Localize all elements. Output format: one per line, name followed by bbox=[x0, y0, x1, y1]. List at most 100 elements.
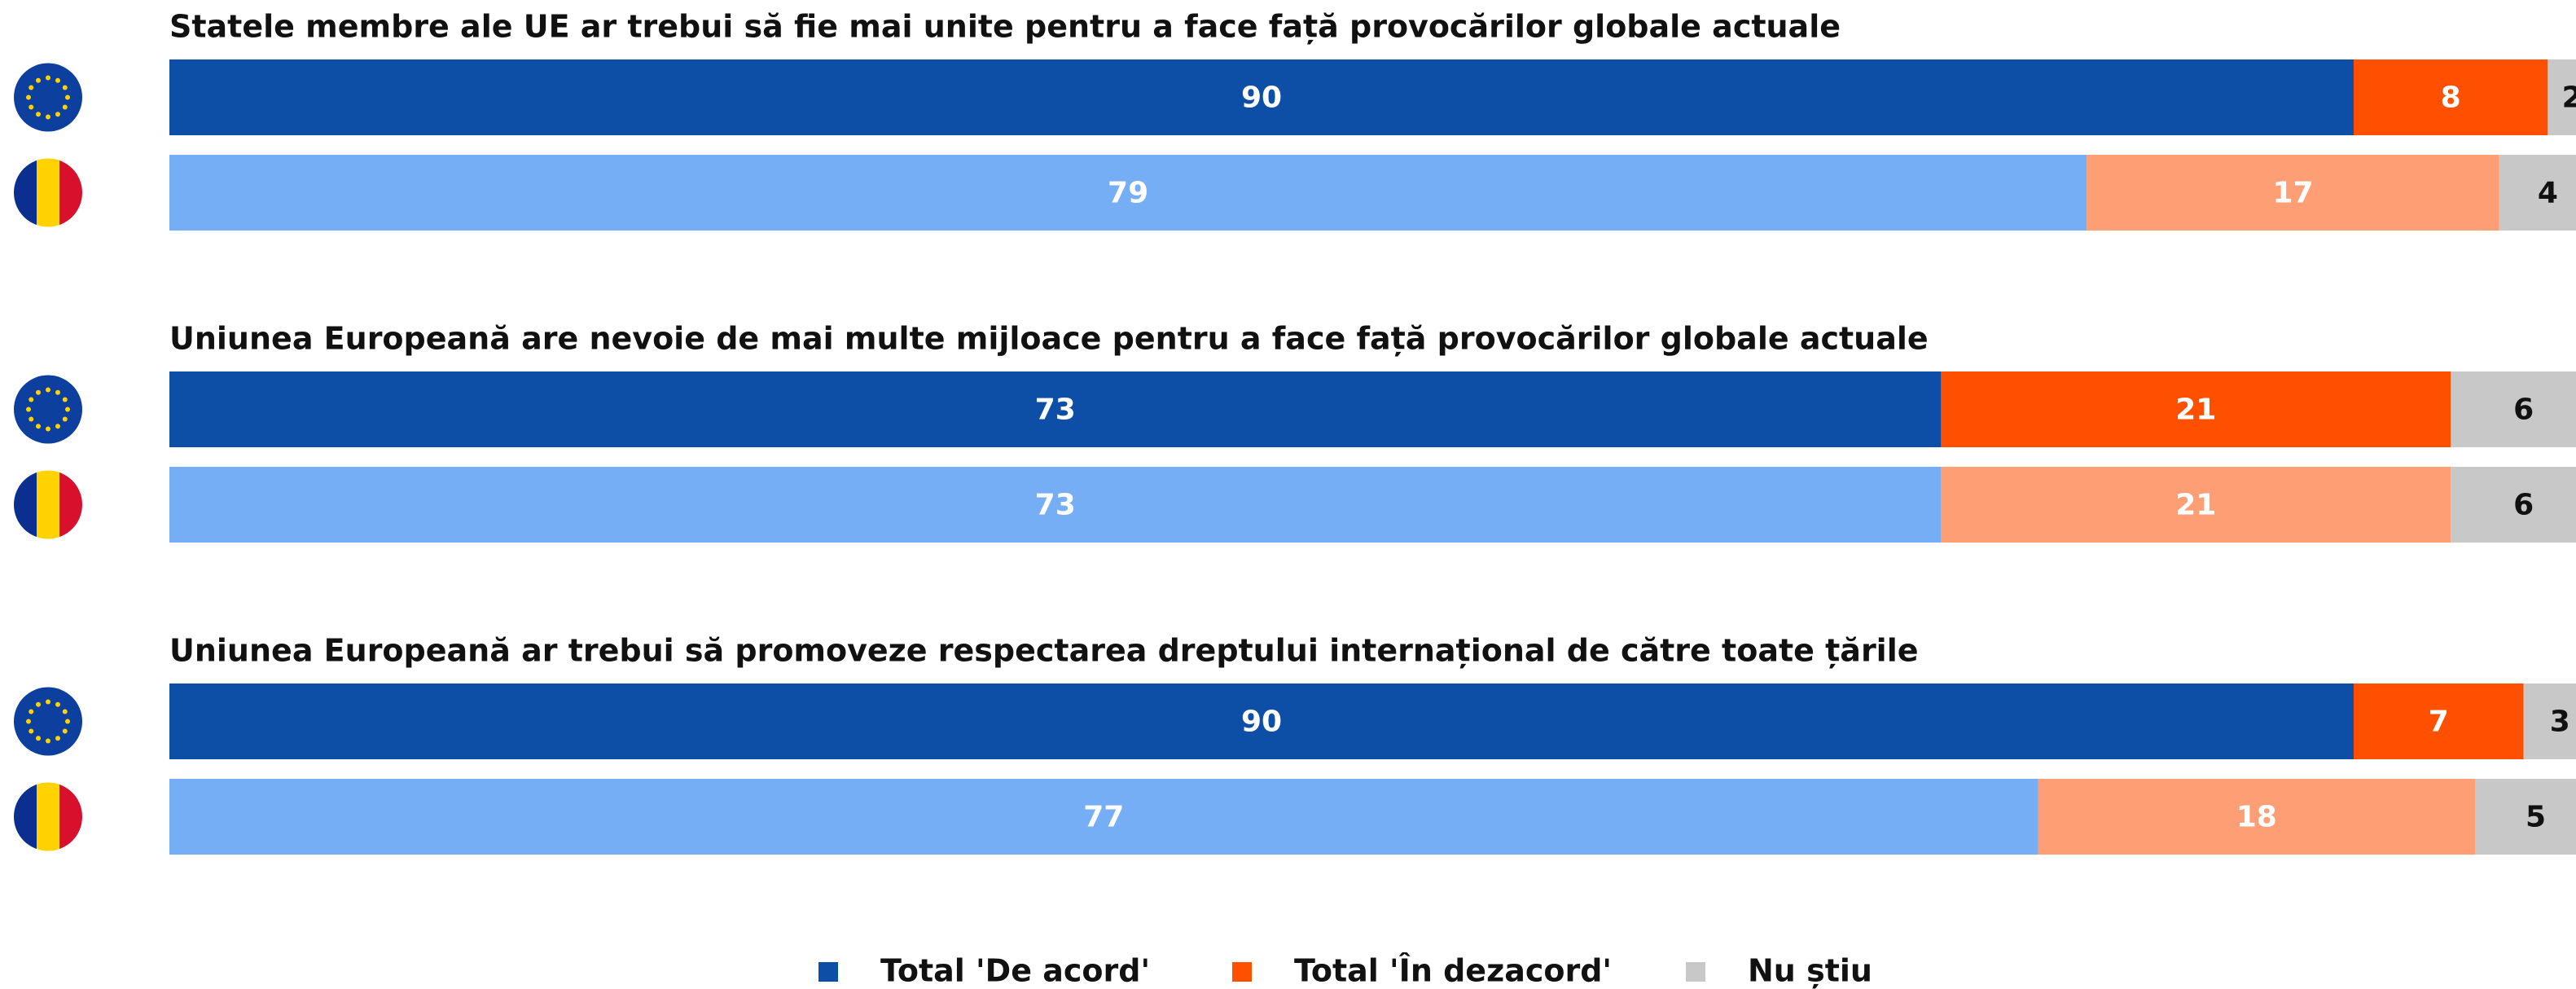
flag-star bbox=[29, 104, 34, 110]
stripe bbox=[37, 158, 59, 227]
ro-flag bbox=[14, 158, 82, 227]
bar-segment bbox=[2354, 59, 2548, 135]
group-title: Uniunea Europeană ar trebui să promoveze… bbox=[169, 633, 1919, 669]
bar-segment bbox=[2354, 684, 2524, 759]
flag-star bbox=[36, 701, 41, 707]
flag-star bbox=[55, 112, 60, 117]
value-label: 18 bbox=[2236, 801, 2277, 834]
stripe bbox=[59, 470, 82, 539]
flag-stripes bbox=[14, 158, 82, 227]
flag-star bbox=[46, 114, 50, 120]
flag-star bbox=[36, 389, 41, 395]
flag-bg bbox=[14, 375, 82, 444]
value-label: 21 bbox=[2175, 393, 2216, 427]
ro-flag bbox=[14, 782, 82, 851]
stripe bbox=[59, 782, 82, 851]
flag-star bbox=[62, 416, 68, 422]
bar-segment bbox=[2475, 779, 2576, 855]
value-label: 17 bbox=[2272, 177, 2313, 210]
flag-star bbox=[26, 719, 31, 724]
flag-star bbox=[46, 387, 50, 393]
ro-flag bbox=[14, 470, 82, 539]
value-label: 21 bbox=[2175, 489, 2216, 522]
flag-star bbox=[55, 736, 60, 741]
bar-segment bbox=[169, 779, 2038, 855]
flag-bg bbox=[14, 687, 82, 756]
eu-flag bbox=[14, 375, 82, 444]
bar-segment bbox=[2499, 155, 2576, 231]
value-label: 7 bbox=[2429, 705, 2449, 739]
value-label: 90 bbox=[1241, 705, 1282, 739]
value-label: 6 bbox=[2513, 489, 2534, 522]
legend-label: Total 'În dezacord' bbox=[1294, 953, 1612, 989]
legend-swatch bbox=[1686, 962, 1705, 982]
flag-star bbox=[36, 736, 41, 741]
flag-star bbox=[65, 719, 70, 724]
flag-star bbox=[29, 397, 34, 402]
value-label: 73 bbox=[1035, 489, 1076, 522]
bar-segment bbox=[2087, 155, 2499, 231]
flag-star bbox=[55, 701, 60, 707]
flag-star bbox=[29, 728, 34, 734]
value-label: 8 bbox=[2441, 81, 2461, 115]
flag-star bbox=[36, 77, 41, 83]
flag-bg bbox=[14, 63, 82, 132]
flag-star bbox=[26, 95, 31, 100]
group-title: Statele membre ale UE ar trebui să fie m… bbox=[169, 9, 1841, 45]
stripe bbox=[59, 158, 82, 227]
stripe bbox=[14, 470, 37, 539]
value-label: 5 bbox=[2526, 801, 2546, 834]
eu-flag bbox=[14, 63, 82, 132]
value-label: 6 bbox=[2513, 393, 2534, 427]
flag-stripes bbox=[14, 782, 82, 851]
bar-segment bbox=[2451, 371, 2576, 447]
flag-star bbox=[46, 738, 50, 744]
eu-flag bbox=[14, 687, 82, 756]
value-label: 2 bbox=[2562, 81, 2576, 115]
bar-segment bbox=[169, 371, 1942, 447]
bar-segment bbox=[1941, 467, 2451, 543]
flag-star bbox=[62, 709, 68, 714]
bar-segment bbox=[2523, 684, 2576, 759]
bar-segment bbox=[1941, 371, 2451, 447]
flag-star bbox=[46, 75, 50, 81]
bar-segment bbox=[169, 59, 2354, 135]
legend-label: Nu știu bbox=[1748, 953, 1872, 989]
value-label: 3 bbox=[2550, 705, 2570, 739]
bar-segment bbox=[169, 467, 1942, 543]
legend-label: Total 'De acord' bbox=[880, 953, 1150, 989]
flag-star bbox=[36, 112, 41, 117]
flag-star bbox=[29, 416, 34, 422]
legend-swatch bbox=[818, 962, 838, 982]
value-label: 77 bbox=[1083, 801, 1124, 834]
flag-star bbox=[65, 95, 70, 100]
group-title: Uniunea Europeană are nevoie de mai mult… bbox=[169, 321, 1929, 357]
bar-segment bbox=[169, 684, 2354, 759]
bar-segment bbox=[2547, 59, 2576, 135]
flag-stripes bbox=[14, 470, 82, 539]
flag-star bbox=[62, 397, 68, 402]
flag-star bbox=[46, 426, 50, 432]
flag-star bbox=[36, 424, 41, 429]
flag-star bbox=[26, 407, 31, 412]
flag-star bbox=[55, 389, 60, 395]
flag-star bbox=[29, 709, 34, 714]
flag-star bbox=[62, 728, 68, 734]
flag-star bbox=[46, 699, 50, 705]
flag-star bbox=[65, 407, 70, 412]
bar-segment bbox=[169, 155, 2087, 231]
flag-star bbox=[55, 77, 60, 83]
value-label: 73 bbox=[1035, 393, 1076, 427]
bar-segment bbox=[2451, 467, 2576, 543]
stripe bbox=[37, 470, 59, 539]
bar-segment bbox=[2038, 779, 2475, 855]
flag-star bbox=[55, 424, 60, 429]
flag-star bbox=[62, 104, 68, 110]
stripe bbox=[14, 158, 37, 227]
stripe bbox=[37, 782, 59, 851]
flag-star bbox=[29, 85, 34, 90]
value-label: 90 bbox=[1241, 81, 1282, 115]
value-label: 4 bbox=[2538, 177, 2558, 210]
legend-swatch bbox=[1232, 962, 1252, 982]
